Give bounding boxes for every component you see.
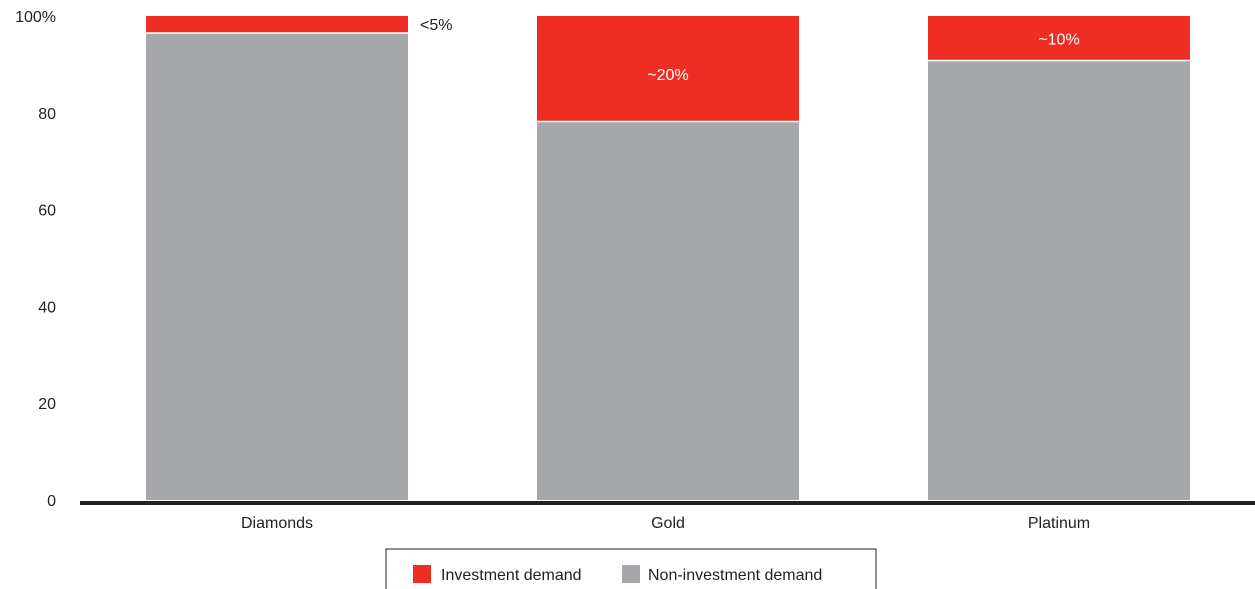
bar-segment-non-investment <box>537 121 799 501</box>
bar-segment-non-investment <box>146 32 408 500</box>
legend-swatch-investment <box>413 565 431 583</box>
y-tick-label: 100% <box>15 9 56 26</box>
bar-segment-investment <box>146 16 408 33</box>
data-label: ~10% <box>1038 31 1079 48</box>
data-label: <5% <box>420 17 452 34</box>
legend-label-non-investment: Non-investment demand <box>648 567 822 584</box>
y-axis-ticks: 0 20 40 60 80 100% <box>15 9 56 510</box>
y-tick-label: 0 <box>47 493 56 510</box>
bars <box>146 16 1190 501</box>
legend-border <box>385 548 877 589</box>
legend: Investment demand Non-investment demand <box>385 548 877 589</box>
y-tick-label: 60 <box>38 203 56 220</box>
data-label: ~20% <box>647 67 688 84</box>
bar-segment-investment <box>537 16 799 122</box>
data-labels: <5% ~20% ~10% <box>420 17 1080 84</box>
y-tick-label: 80 <box>38 106 56 123</box>
legend-label-investment: Investment demand <box>441 567 582 584</box>
bar-segment-non-investment <box>928 60 1190 500</box>
legend-swatch-non-investment <box>622 565 640 583</box>
x-tick-label: Platinum <box>1028 515 1090 532</box>
x-tick-label: Diamonds <box>241 515 313 532</box>
y-tick-label: 40 <box>38 299 56 316</box>
bar-segment-investment <box>928 16 1190 61</box>
y-tick-label: 20 <box>38 396 56 413</box>
x-tick-label: Gold <box>651 515 685 532</box>
x-axis-tick-labels: Diamonds Gold Platinum <box>241 515 1090 532</box>
